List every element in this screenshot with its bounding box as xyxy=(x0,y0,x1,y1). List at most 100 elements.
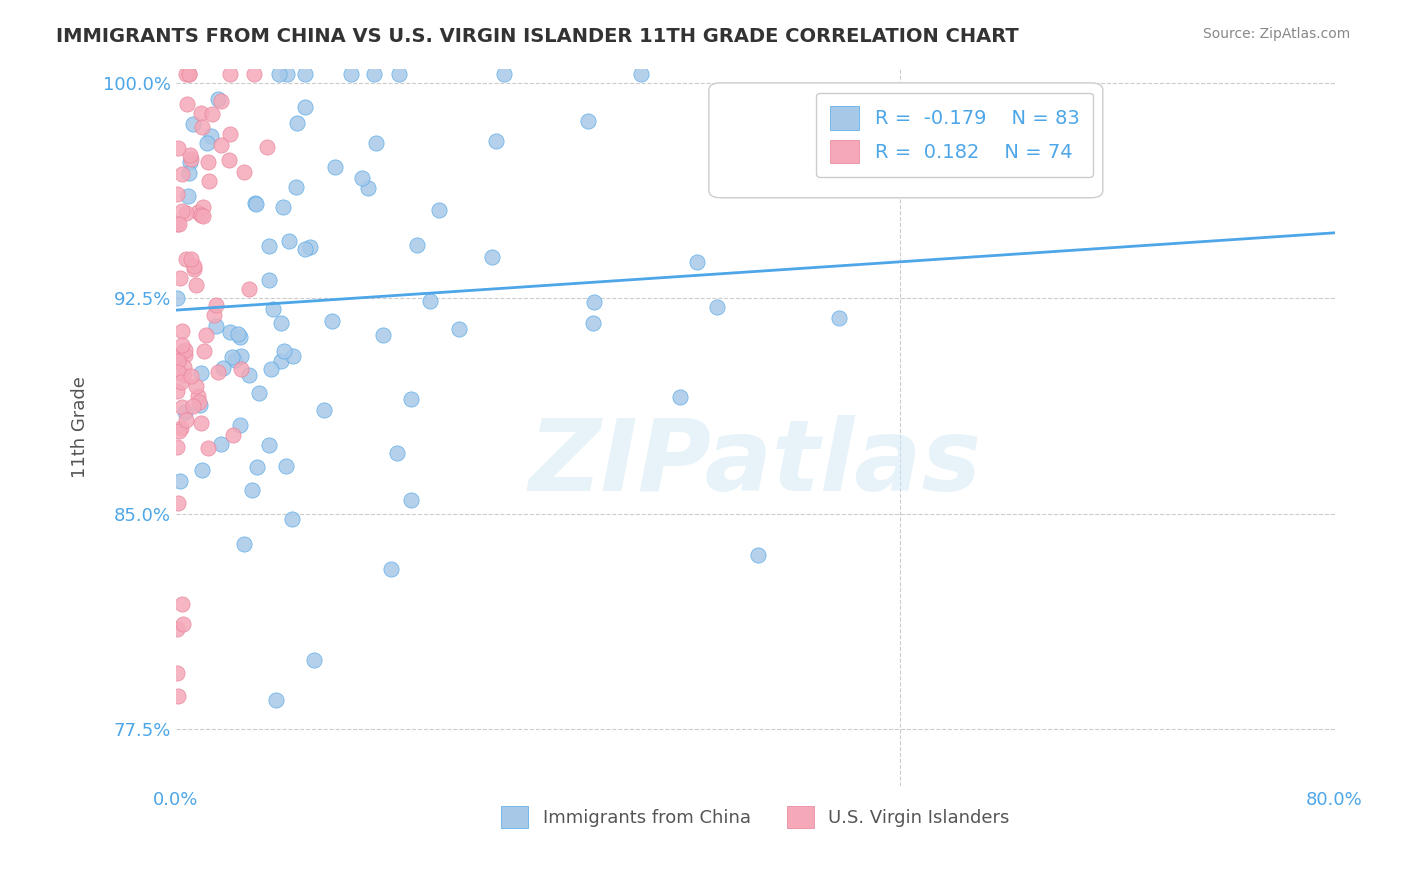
Point xyxy=(172,400,194,414)
Point xyxy=(399,392,422,406)
Point xyxy=(177,189,200,203)
Point xyxy=(630,67,652,81)
Point xyxy=(174,413,197,427)
Point xyxy=(176,96,198,111)
Point xyxy=(191,209,214,223)
Point xyxy=(245,196,267,211)
Point xyxy=(166,217,188,231)
Point xyxy=(169,375,191,389)
Point xyxy=(270,316,292,330)
Point xyxy=(173,359,195,374)
Point xyxy=(170,345,193,359)
Text: IMMIGRANTS FROM CHINA VS U.S. VIRGIN ISLANDER 11TH GRADE CORRELATION CHART: IMMIGRANTS FROM CHINA VS U.S. VIRGIN ISL… xyxy=(56,27,1019,45)
Point xyxy=(246,460,269,475)
Point xyxy=(221,350,243,364)
Point xyxy=(205,318,228,333)
Point xyxy=(669,390,692,404)
Point xyxy=(686,255,709,269)
Point xyxy=(174,206,197,220)
FancyBboxPatch shape xyxy=(709,83,1102,198)
Point xyxy=(352,170,374,185)
Point xyxy=(190,208,212,222)
Point xyxy=(294,67,316,81)
Point xyxy=(177,166,200,180)
Point xyxy=(269,67,291,81)
Point xyxy=(191,200,214,214)
Point xyxy=(219,127,242,141)
Point xyxy=(321,314,343,328)
Point xyxy=(364,136,387,151)
Point xyxy=(262,301,284,316)
Point xyxy=(193,344,215,359)
Point xyxy=(183,262,205,277)
Point xyxy=(257,273,280,287)
Point xyxy=(172,324,194,338)
Point xyxy=(201,107,224,121)
Point xyxy=(197,155,219,169)
Point xyxy=(238,368,260,383)
Point xyxy=(243,196,266,211)
Point xyxy=(264,693,287,707)
Text: Source: ZipAtlas.com: Source: ZipAtlas.com xyxy=(1202,27,1350,41)
Point xyxy=(340,67,363,81)
Point xyxy=(186,379,208,393)
Point xyxy=(179,155,201,169)
Point xyxy=(197,442,219,456)
Point xyxy=(209,137,232,152)
Point xyxy=(180,252,202,266)
Point xyxy=(280,511,302,525)
Point xyxy=(166,354,188,368)
Point xyxy=(202,309,225,323)
Point xyxy=(299,240,322,254)
Point xyxy=(276,67,298,81)
Point xyxy=(273,343,295,358)
Point xyxy=(174,348,197,362)
Point xyxy=(211,360,233,375)
Point xyxy=(169,217,191,231)
Point xyxy=(172,167,194,181)
Point xyxy=(419,293,441,308)
Point xyxy=(209,94,232,108)
Legend: Immigrants from China, U.S. Virgin Islanders: Immigrants from China, U.S. Virgin Islan… xyxy=(494,798,1017,835)
Point xyxy=(170,598,193,612)
Point xyxy=(191,120,214,134)
Point xyxy=(207,365,229,379)
Point xyxy=(176,252,198,266)
Point xyxy=(172,338,194,352)
Point xyxy=(166,187,188,202)
Point xyxy=(427,203,450,218)
Point xyxy=(274,458,297,473)
Point xyxy=(174,67,197,81)
Point xyxy=(481,251,503,265)
Point xyxy=(256,140,278,154)
Point xyxy=(283,349,305,363)
Point xyxy=(363,67,385,81)
Point xyxy=(172,617,194,632)
Text: ZIPatlas: ZIPatlas xyxy=(529,415,981,512)
Point xyxy=(385,446,408,460)
Point xyxy=(485,134,508,148)
Point xyxy=(166,622,188,636)
Point xyxy=(285,179,308,194)
Point xyxy=(172,204,194,219)
Point xyxy=(204,298,226,312)
Point xyxy=(166,496,188,510)
Point xyxy=(229,330,252,344)
Point xyxy=(166,384,188,399)
Point xyxy=(169,271,191,285)
Point xyxy=(247,386,270,401)
Point xyxy=(388,67,411,81)
Point xyxy=(174,405,197,419)
Point xyxy=(188,394,211,409)
Point xyxy=(190,398,212,412)
Point xyxy=(706,300,728,314)
Point xyxy=(181,117,204,131)
Point xyxy=(190,366,212,380)
Point xyxy=(166,666,188,681)
Point xyxy=(179,67,201,81)
Point xyxy=(170,421,193,435)
Point xyxy=(221,427,243,442)
Point xyxy=(166,349,188,363)
Point xyxy=(167,141,190,155)
Point xyxy=(232,165,254,179)
